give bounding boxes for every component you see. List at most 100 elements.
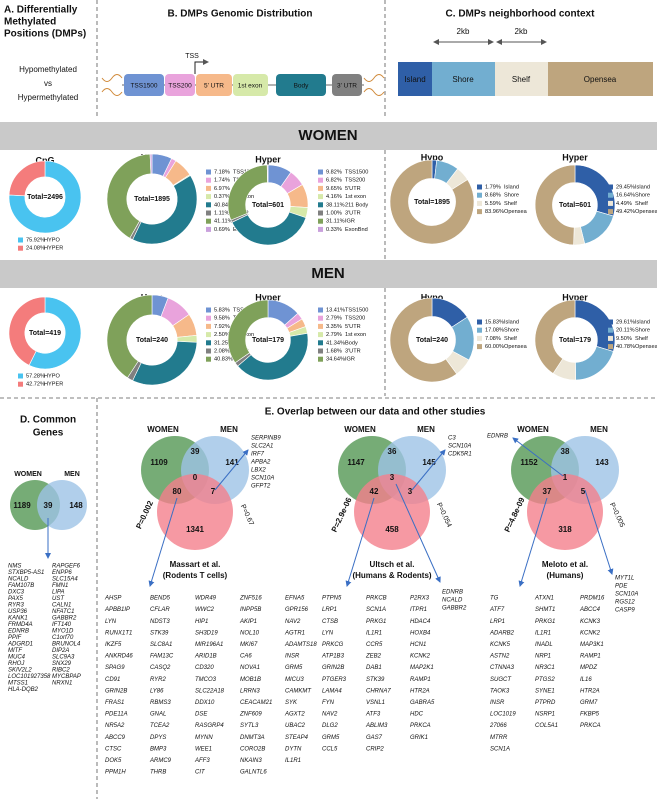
- donut-center: Total=179: [559, 337, 591, 344]
- legend-swatch: [608, 209, 613, 215]
- gene: INPP5B: [240, 607, 261, 613]
- legend-swatch: [206, 348, 211, 354]
- gene: IL16: [580, 677, 592, 683]
- value-label: 49.42%: [616, 209, 635, 215]
- value-label: 2.79%: [326, 316, 342, 322]
- gene: CTNNA3: [490, 665, 515, 671]
- legend-swatch: [18, 237, 23, 243]
- gene: MTRR: [490, 735, 508, 741]
- value-label: 31.25%: [214, 340, 233, 346]
- gene: TCEA2: [150, 723, 170, 729]
- p-value: P=2.9e-06: [330, 496, 354, 534]
- value-label: 24.08%: [26, 246, 45, 252]
- gene: NR3C1: [535, 665, 555, 671]
- venn-count: 42: [370, 487, 379, 496]
- donut-center: Total=240: [416, 337, 448, 344]
- gene: LY86: [150, 688, 164, 694]
- legend-swatch: [18, 245, 23, 251]
- donut-slice: [237, 333, 309, 381]
- gene: FAM13C: [150, 654, 174, 660]
- legend-swatch: [608, 344, 613, 350]
- donut-slice: [8, 296, 46, 366]
- label: Hypermethylated: [18, 93, 78, 102]
- arrow: [584, 489, 614, 575]
- value-label: 5.83%: [214, 307, 230, 313]
- legend-label: 5'UTR: [345, 186, 361, 192]
- legend-label: HYPER: [44, 246, 63, 252]
- chart-title: Hyper: [255, 154, 281, 164]
- venn-count: 7: [211, 487, 216, 496]
- gene: TG: [490, 596, 499, 602]
- gene: DYTN: [285, 746, 302, 752]
- legend-label: IGR: [345, 357, 355, 363]
- gene: CCL5: [322, 746, 338, 752]
- gene: PTGER3: [322, 677, 347, 683]
- p-value: P=0.002: [134, 499, 155, 531]
- value-label: 40.78%: [616, 344, 635, 350]
- legend-swatch: [477, 192, 482, 198]
- gene: NSRP1: [535, 712, 555, 718]
- gene: GABBR2: [52, 616, 77, 622]
- venn-count: 1341: [186, 525, 204, 534]
- gene: SH3D19: [195, 630, 218, 636]
- gene: RAMP1: [410, 677, 431, 683]
- gene: VSNL1: [366, 700, 385, 706]
- value-label: 9.50%: [616, 336, 632, 342]
- gene: APBA2: [250, 460, 271, 466]
- gene: PRKG1: [366, 619, 386, 625]
- gene: SLC15A4: [52, 577, 78, 583]
- legend-swatch: [608, 184, 613, 190]
- panel-title: Genes: [33, 428, 64, 439]
- legend-swatch: [318, 226, 323, 232]
- venn-circle: [527, 474, 603, 550]
- gene: SCN10A: [251, 476, 274, 482]
- gene: SHMT1: [535, 607, 555, 613]
- value-label: 0.33%: [326, 227, 342, 233]
- gene: ARID1B: [194, 654, 217, 660]
- donut-center: Total=179: [252, 337, 284, 344]
- gene: ADGRD1: [7, 642, 33, 648]
- gene: KANK1: [8, 616, 28, 622]
- label: TSS: [185, 53, 199, 60]
- gene: UBAC2: [285, 723, 306, 729]
- legend-swatch: [318, 169, 323, 175]
- donut-slice: [389, 159, 475, 245]
- venn-label: MEN: [417, 425, 435, 434]
- donut-slice: [149, 153, 153, 175]
- value-label: 29.45%: [616, 184, 635, 190]
- region-label: 5' UTR: [204, 83, 224, 90]
- value-label: 9.58%: [214, 316, 230, 322]
- gene: RASGRP4: [195, 723, 224, 729]
- gene: MYCBPAP: [52, 674, 81, 680]
- gene: MICU3: [285, 677, 304, 683]
- section-title: MEN: [311, 265, 344, 282]
- donut-slice: [132, 175, 198, 245]
- legend-label: Shelf: [635, 201, 648, 207]
- value-label: 40.84%: [214, 202, 233, 208]
- venn-count: 80: [173, 487, 182, 496]
- venn-count: 36: [388, 447, 397, 456]
- gene: PPIF: [8, 635, 22, 641]
- venn-count: 37: [543, 487, 552, 496]
- gene: EFNA5: [285, 596, 305, 602]
- panel-title: D. Common: [20, 415, 76, 426]
- gene: RBMS3: [150, 700, 171, 706]
- venn-count: 143: [595, 458, 609, 467]
- gene: DPYS: [150, 735, 166, 741]
- gene: MITF: [8, 648, 22, 654]
- gene: CIT: [195, 770, 206, 776]
- span-label: 2kb: [515, 27, 528, 36]
- gene: CD91: [105, 677, 120, 683]
- value-label: 4.49%: [616, 201, 632, 207]
- gene: PDE: [615, 584, 628, 590]
- value-label: 75.92%: [26, 237, 45, 243]
- value-label: 20.11%: [616, 328, 635, 334]
- value-label: 83.96%: [485, 209, 504, 215]
- chart-title: Hypo: [421, 152, 444, 162]
- legend-swatch: [608, 327, 613, 333]
- gene: AHSP: [104, 596, 121, 602]
- gene: ATF7: [489, 607, 505, 613]
- legend-label: Island: [635, 319, 650, 325]
- gene: HOXB4: [410, 630, 431, 636]
